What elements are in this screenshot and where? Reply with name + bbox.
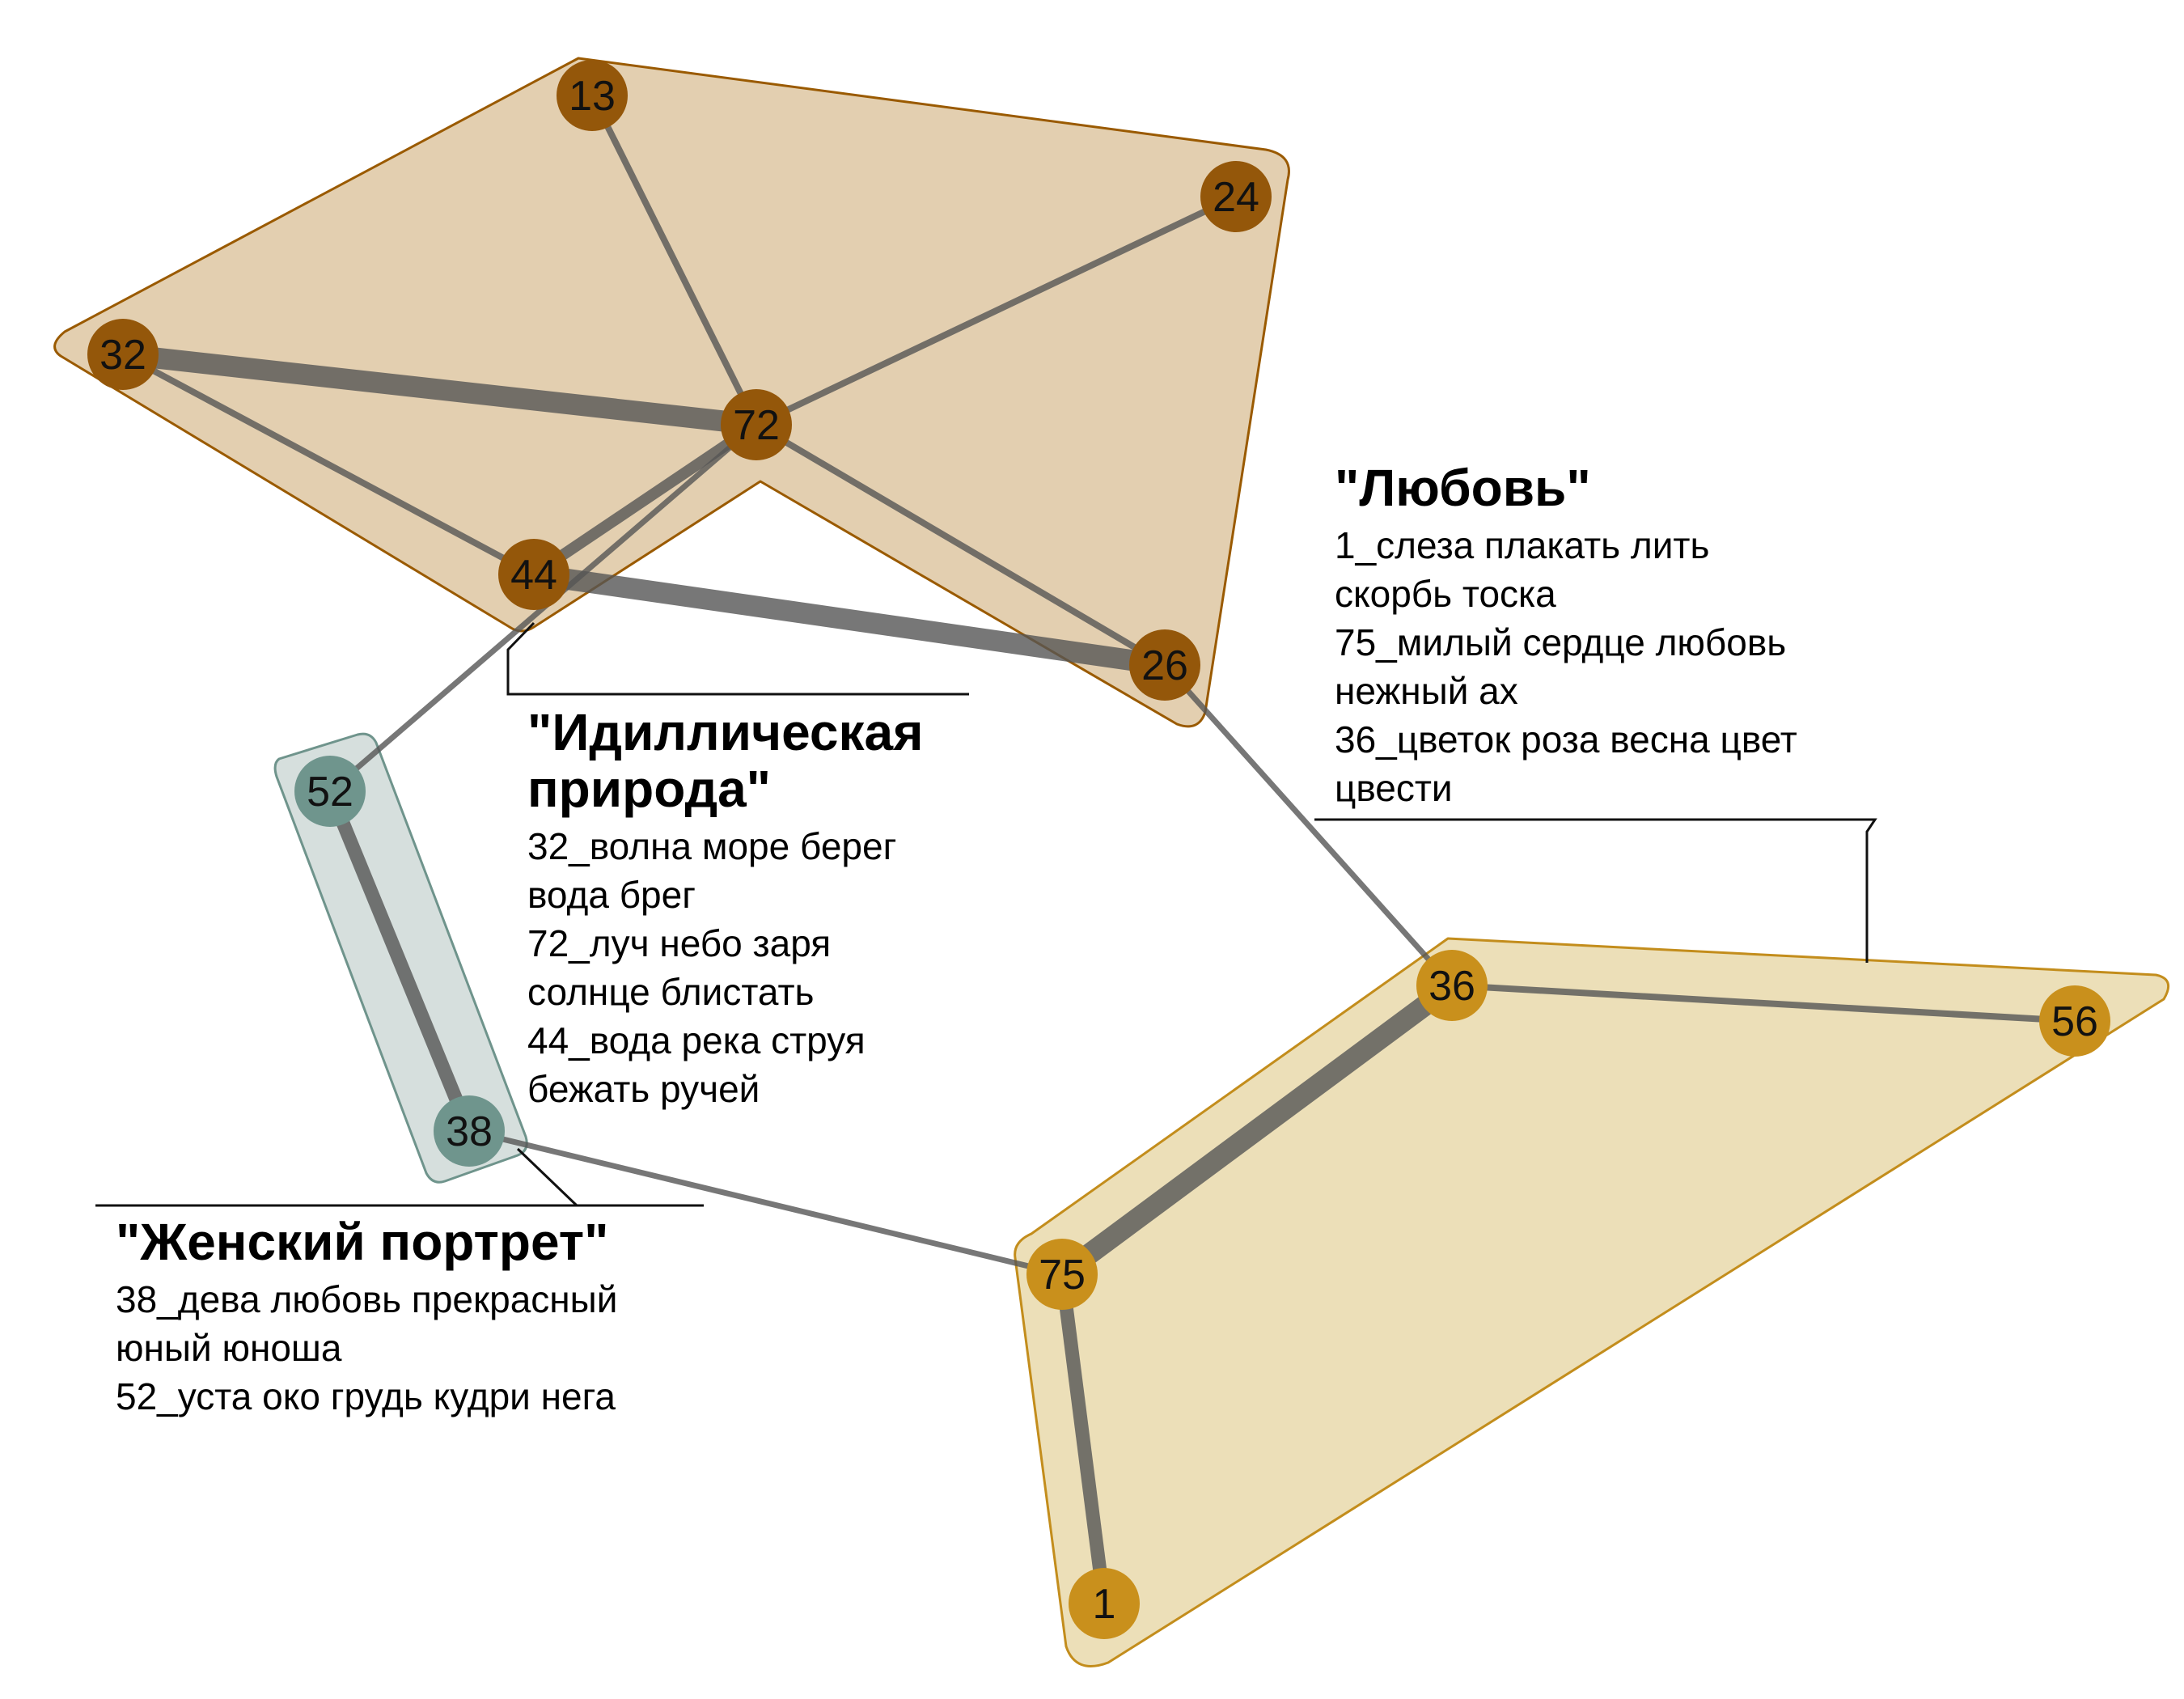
cluster-term-line: 38_дева любовь прекрасный: [116, 1278, 618, 1320]
cluster-term-line: 52_уста око грудь кудри нега: [116, 1375, 616, 1417]
node-label: 26: [1141, 642, 1188, 689]
node-label: 72: [733, 402, 780, 449]
node-44[interactable]: 44: [498, 539, 569, 610]
node-52[interactable]: 52: [294, 756, 366, 827]
edge-52-38: [324, 788, 476, 1134]
node-24[interactable]: 24: [1200, 161, 1272, 232]
node-label: 1: [1093, 1581, 1116, 1628]
node-circle: [2039, 985, 2110, 1057]
node-label: 44: [510, 552, 557, 599]
cluster-label-nature: "Идиллическая природа" 32_волна море бер…: [527, 704, 923, 1113]
cluster-term-line: вода брег: [527, 874, 696, 916]
cluster-label-love: "Любовь" 1_слеза плакать лить скорбь тос…: [1335, 460, 1797, 812]
cluster-term-line: 1_слеза плакать лить: [1335, 524, 1710, 566]
node-32[interactable]: 32: [87, 319, 159, 390]
node-label: 24: [1213, 174, 1259, 221]
cluster-term-line: 32_волна море берег: [527, 825, 897, 867]
cluster-hulls: [53, 57, 2170, 1667]
edge-13-72: [589, 94, 760, 426]
node-circle: [498, 539, 569, 610]
node-circle: [1416, 950, 1488, 1021]
cluster-term-line: солнце блистать: [527, 971, 815, 1013]
edge-72-26: [754, 422, 1167, 668]
graph-edges: [121, 94, 2076, 1605]
node-circle: [87, 319, 159, 390]
node-circle: [1200, 161, 1272, 232]
cluster-term-line: юный юноша: [116, 1327, 342, 1369]
node-75[interactable]: 75: [1026, 1239, 1098, 1310]
node-circle: [1026, 1239, 1098, 1310]
cluster-title-love: "Любовь": [1335, 459, 1591, 517]
cluster-term-line: нежный ах: [1335, 670, 1518, 712]
edge-26-36: [1162, 663, 1454, 988]
cluster-title-nature-line-2: природа": [527, 760, 771, 818]
edge-44-72: [531, 420, 760, 579]
edge-44-26: [532, 564, 1166, 676]
leader-line-nature: [506, 621, 969, 696]
cluster-term-line: 44_вода река струя: [527, 1019, 866, 1061]
cluster-term-line: 75_милый сердце любовь: [1335, 621, 1787, 663]
cluster-term-line: 36_цветок роза весна цвет: [1335, 718, 1797, 761]
node-56[interactable]: 56: [2039, 985, 2110, 1057]
cluster-term-line: бежать ручей: [527, 1068, 760, 1110]
leader-line-love: [1314, 818, 1877, 963]
node-72[interactable]: 72: [721, 389, 792, 460]
cluster-hull-love: [1014, 937, 2170, 1667]
edge-32-72: [121, 344, 758, 435]
graph-nodes: 13 24 32 72 44 26 52 38 36 56 75 1: [87, 60, 2110, 1639]
node-circle: [294, 756, 366, 827]
cluster-title-portrait: "Женский портрет": [116, 1213, 609, 1271]
node-circle: [434, 1095, 505, 1167]
leader-line-portrait: [95, 1147, 704, 1207]
node-circle: [721, 389, 792, 460]
node-label: 38: [446, 1108, 493, 1155]
cluster-term-line: цвести: [1335, 767, 1453, 809]
edge-36-75: [1056, 977, 1458, 1283]
node-label: 75: [1039, 1252, 1086, 1299]
node-38[interactable]: 38: [434, 1095, 505, 1167]
node-label: 56: [2051, 998, 2098, 1045]
node-label: 32: [99, 332, 146, 379]
node-circle: [1129, 629, 1200, 701]
node-13[interactable]: 13: [557, 60, 628, 131]
node-label: 13: [569, 73, 616, 120]
node-label: 36: [1428, 963, 1475, 1010]
node-36[interactable]: 36: [1416, 950, 1488, 1021]
cluster-term-line: 72_луч небо заря: [527, 922, 832, 964]
cluster-title-nature-line-1: "Идиллическая: [527, 703, 924, 761]
node-1[interactable]: 1: [1069, 1568, 1140, 1639]
node-label: 52: [307, 769, 353, 816]
node-circle: [557, 60, 628, 131]
cluster-label-portrait: "Женский портрет" 38_дева любовь прекрас…: [116, 1214, 617, 1421]
edge-32-44: [121, 351, 535, 578]
edge-36-56: [1451, 982, 2076, 1024]
edge-24-72: [755, 193, 1238, 428]
edge-75-1: [1055, 1273, 1111, 1605]
node-26[interactable]: 26: [1129, 629, 1200, 701]
cluster-term-line: скорбь тоска: [1335, 573, 1556, 615]
node-circle: [1069, 1568, 1140, 1639]
label-leader-lines: [95, 621, 1877, 1207]
edge-38-75: [468, 1128, 1063, 1277]
